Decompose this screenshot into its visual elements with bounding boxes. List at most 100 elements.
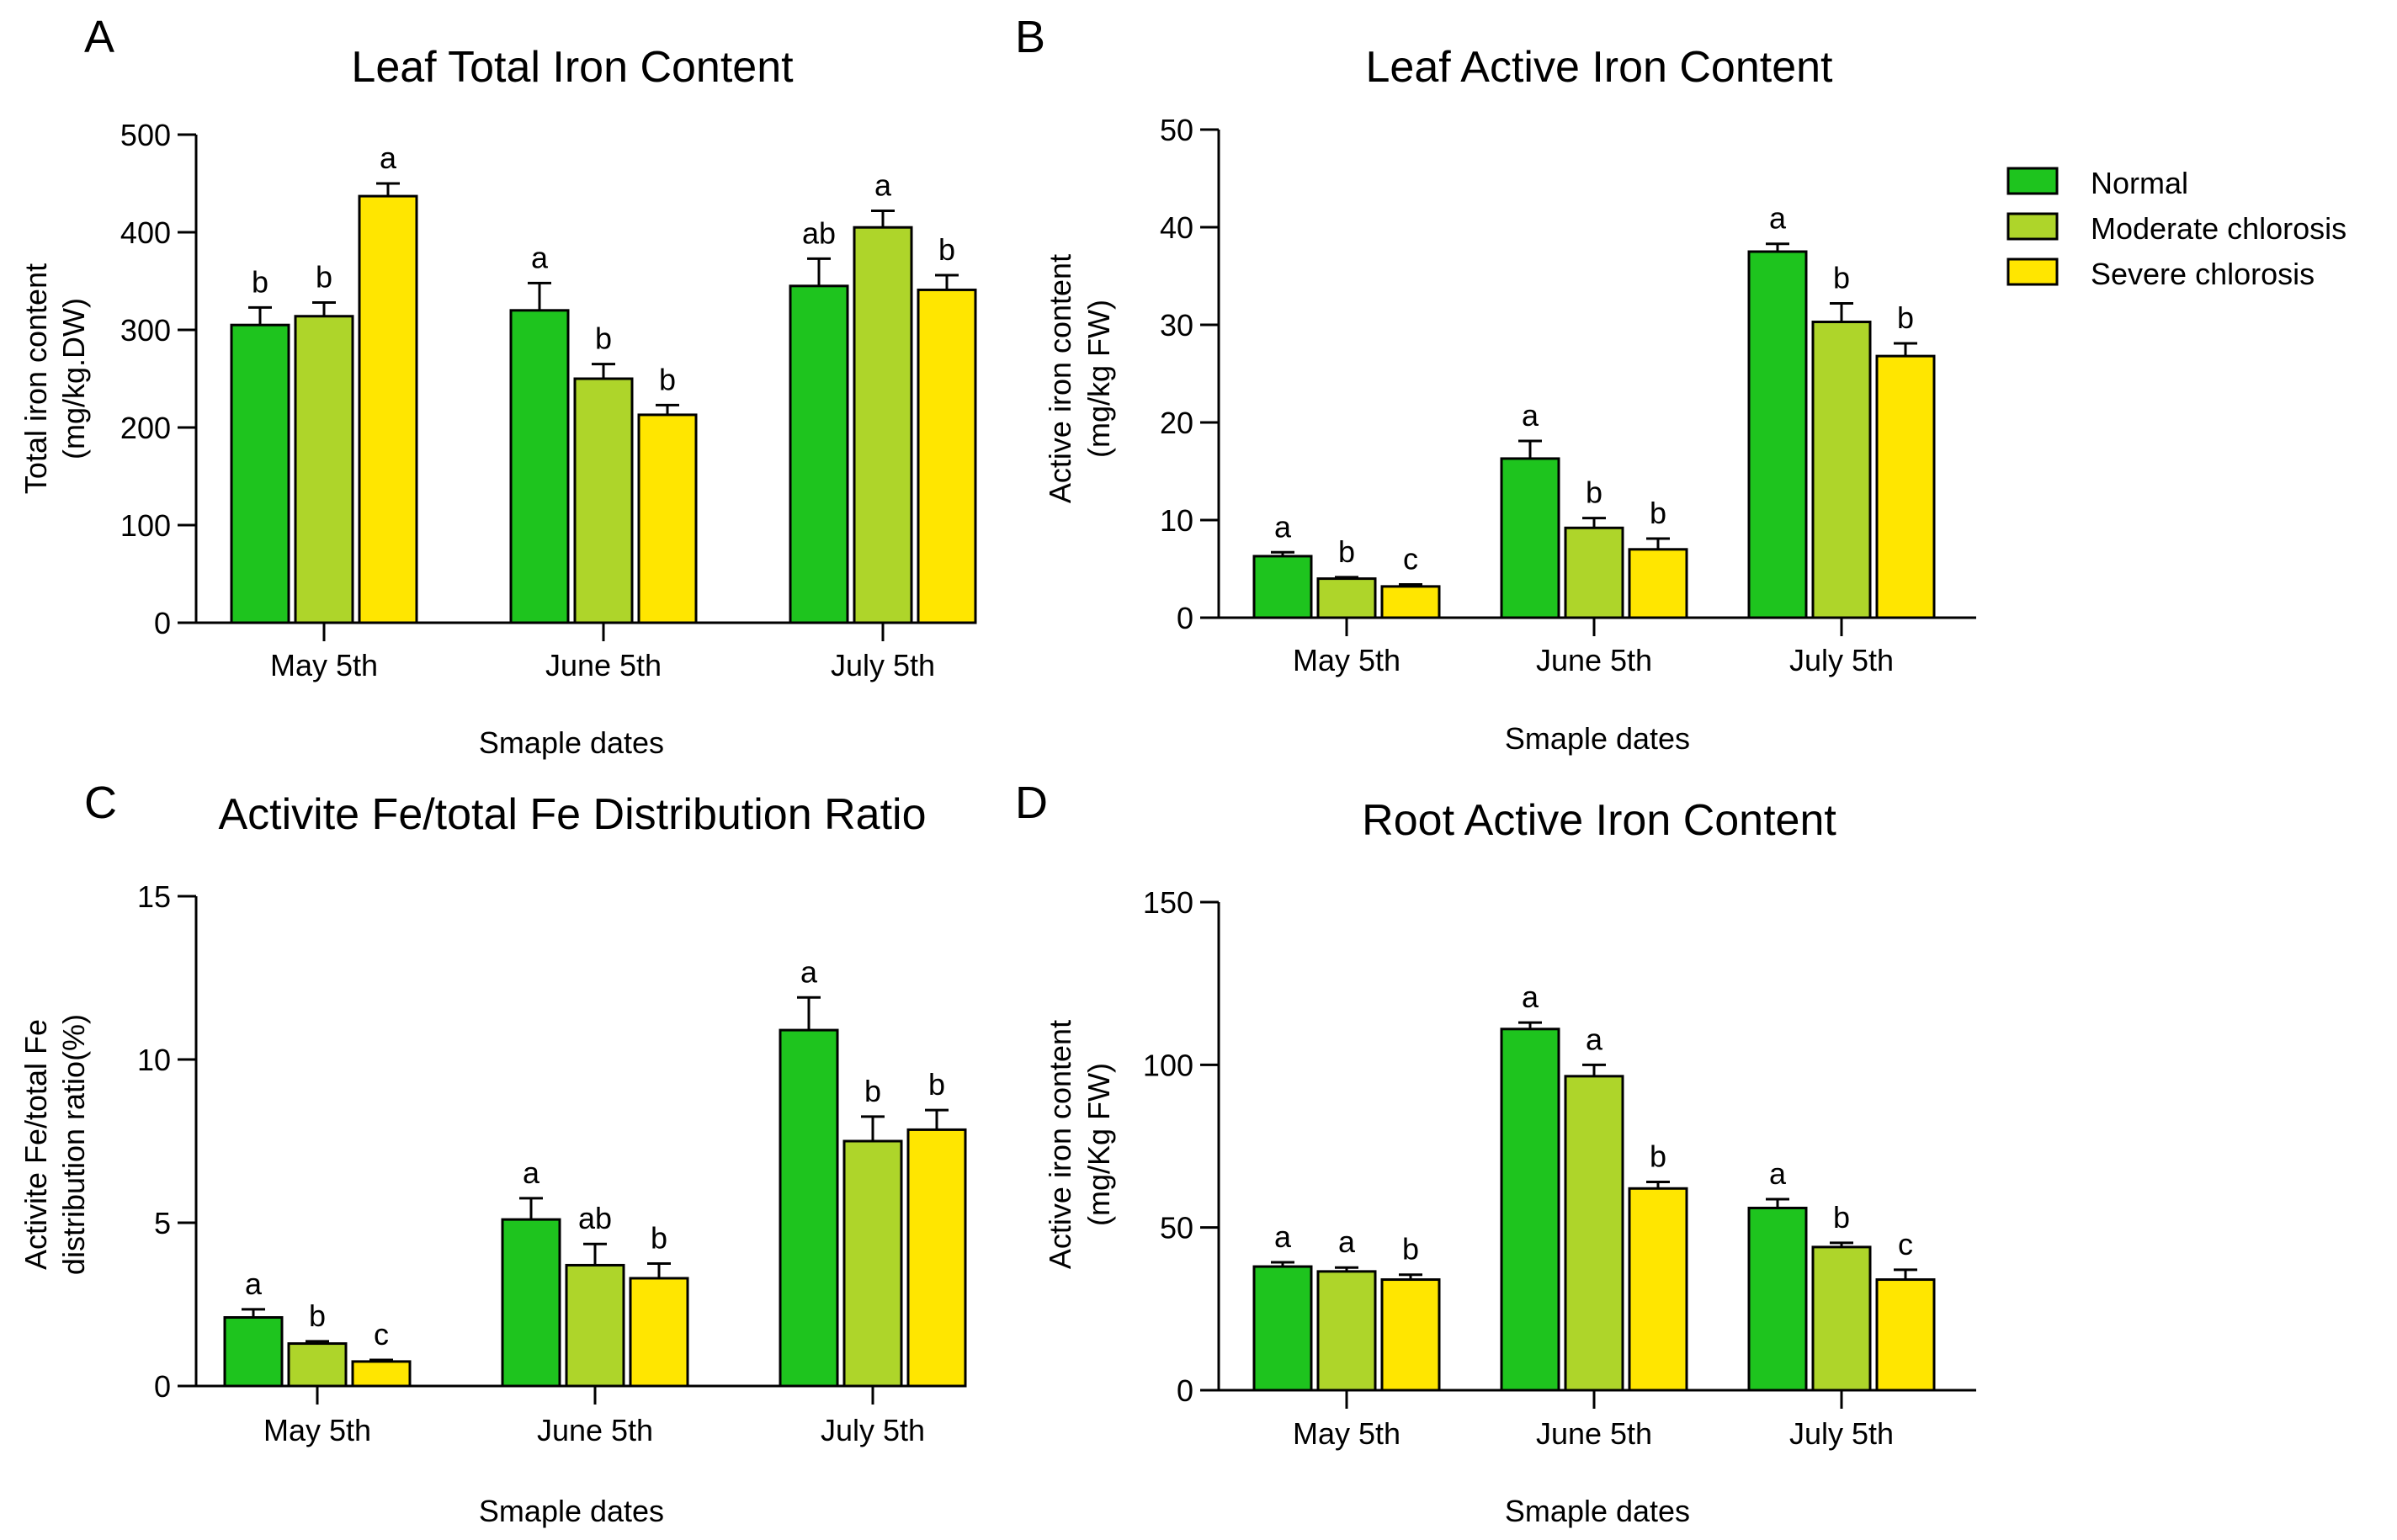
significance-letter: ab [578,1201,612,1235]
significance-letter: b [864,1074,881,1108]
x-tick-label: May 5th [263,1413,371,1447]
x-axis-label: Smaple dates [1505,1494,1690,1528]
panel-b: B Leaf Active Iron Content 0 10 20 30 40 50 Acti… [1015,12,1976,756]
significance-letter: a [1522,398,1539,433]
significance-letter: a [1522,980,1539,1014]
bar-severe [1628,1187,1688,1392]
significance-letter: b [1833,260,1850,295]
legend-swatch-normal [2006,167,2059,195]
y-tick-label: 15 [137,879,171,914]
panel-letter: C [84,778,117,828]
x-tick-label: July 5th [1789,643,1894,677]
significance-letter: a [1274,509,1292,544]
y-tick-label: 300 [120,313,171,348]
bar-normal [230,323,290,624]
bar-severe [358,194,418,624]
x-tick-label: July 5th [821,1413,925,1447]
x-tick-label: June 5th [537,1413,653,1447]
bar-severe [351,1360,412,1388]
significance-letter: c [1403,542,1418,576]
bar-severe [1875,354,1936,619]
significance-letter: b [1833,1200,1850,1235]
bar-moderate [1564,1075,1624,1392]
y-tick-label: 50 [1160,1211,1193,1245]
y-tick-label: 40 [1160,210,1193,245]
bar-severe [1380,1278,1441,1392]
y-axis-label-line-1: Total iron content [19,263,53,494]
y-axis-label-line-2: (mg/Kg FW) [1082,1063,1116,1226]
bar-normal [1252,555,1313,619]
bar-moderate [1564,526,1624,619]
y-tick-label: 400 [120,215,171,250]
significance-letter: b [252,264,268,299]
legend-label-normal: Normal [2091,166,2188,200]
significance-letter: a [1769,1156,1787,1191]
y-axis-label-line-2: distribution ratio(%) [56,1014,91,1275]
y-tick-label: 500 [120,118,171,152]
significance-letter: a [1274,1219,1292,1254]
x-tick-label: June 5th [1536,643,1652,677]
y-tick-label: 150 [1143,885,1193,920]
panel-c: C Activite Fe/total Fe Distribution Ratio… [19,778,967,1528]
bar-moderate [853,226,913,624]
bar-moderate [1316,1270,1377,1392]
bar-severe [637,413,698,624]
bar-severe [1875,1278,1936,1392]
y-axis-label-line-1: Active iron content [1043,254,1077,503]
y-tick-label: 50 [1160,113,1193,147]
significance-letter: b [938,232,955,267]
bar-normal [509,309,570,624]
bar-severe [629,1277,689,1388]
bar-moderate [842,1139,903,1388]
y-axis-label-line-2: (mg/kg.DW) [56,298,91,459]
significance-letter: b [651,1221,667,1256]
significance-letter: b [1650,1139,1666,1174]
bar-severe [906,1128,967,1388]
bar-normal [1747,250,1808,619]
legend-label-moderate: Moderate chlorosis [2091,211,2347,246]
significance-letter: a [800,954,818,989]
x-axis-label: Smaple dates [479,1494,664,1528]
y-tick-label: 100 [120,508,171,543]
bar-severe [917,288,977,624]
y-tick-label: 10 [1160,503,1193,538]
significance-letter: b [1586,475,1602,510]
x-axis-label: Smaple dates [479,725,664,760]
significance-letter: ab [802,215,836,250]
significance-letter: a [380,141,397,175]
bar-moderate [287,1342,348,1388]
significance-letter: a [1586,1022,1603,1056]
x-tick-label: May 5th [270,648,378,682]
significance-letter: a [1769,201,1787,236]
significance-letter: c [374,1317,389,1351]
significance-letter: b [316,260,332,295]
x-tick-label: May 5th [1293,643,1400,677]
y-tick-label: 10 [137,1043,171,1077]
bar-normal [1500,457,1560,619]
y-tick-label: 200 [120,411,171,445]
bar-moderate [1811,321,1872,619]
significance-letter: a [874,167,892,202]
y-tick-label: 20 [1160,406,1193,440]
y-axis-label-line-1: Active iron content [1043,1020,1077,1269]
panel-letter: A [84,12,114,62]
y-tick-label: 0 [154,606,171,640]
significance-letter: b [1402,1232,1419,1267]
bar-moderate [565,1263,625,1388]
bar-normal [789,284,849,624]
x-tick-label: July 5th [831,648,935,682]
x-tick-label: May 5th [1293,1416,1400,1451]
x-tick-label: July 5th [1789,1416,1894,1451]
significance-letter: b [659,362,676,396]
bar-moderate [294,315,354,624]
y-axis-label-line-2: (mg/kg FW) [1082,300,1116,458]
chart-title: Leaf Active Iron Content [1365,43,1833,92]
x-axis-label: Smaple dates [1505,721,1690,756]
y-tick-label: 0 [154,1369,171,1404]
significance-letter: c [1898,1227,1913,1261]
bar-normal [1252,1265,1313,1392]
legend-label-severe: Severe chlorosis [2091,257,2315,291]
y-tick-label: 0 [1177,601,1193,635]
significance-letter: b [928,1067,945,1102]
